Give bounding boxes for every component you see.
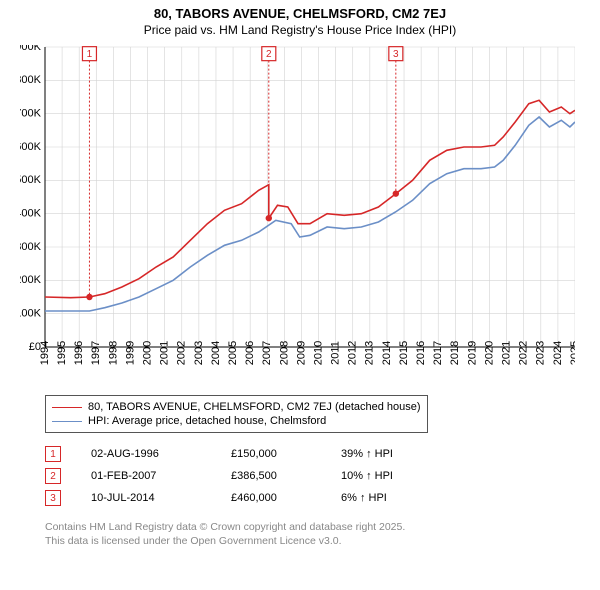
legend-swatch [52, 421, 82, 422]
svg-text:2017: 2017 [432, 341, 444, 365]
sale-marker-number: 1 [50, 449, 56, 460]
svg-text:£900K: £900K [20, 45, 42, 53]
sales-row: 2 01-FEB-2007 £386,500 10% ↑ HPI [45, 465, 600, 487]
svg-text:£300K: £300K [20, 241, 42, 253]
chart-area: £0£100K£200K£300K£400K£500K£600K£700K£80… [45, 45, 575, 385]
attribution-line: This data is licensed under the Open Gov… [45, 535, 600, 549]
legend-label: HPI: Average price, detached house, Chel… [88, 414, 326, 428]
svg-text:£600K: £600K [20, 141, 42, 153]
svg-text:£800K: £800K [20, 74, 42, 86]
svg-text:2013: 2013 [364, 341, 376, 365]
svg-text:2024: 2024 [552, 341, 564, 365]
svg-text:1995: 1995 [56, 341, 68, 365]
svg-text:1999: 1999 [124, 341, 136, 365]
svg-text:£100K: £100K [20, 308, 42, 320]
sale-marker-number: 3 [50, 493, 56, 504]
svg-text:£400K: £400K [20, 208, 42, 220]
svg-text:£500K: £500K [20, 174, 42, 186]
sale-diff: 6% ↑ HPI [341, 492, 451, 504]
sale-marker-icon: 2 [45, 468, 61, 484]
svg-text:2012: 2012 [347, 341, 359, 365]
svg-text:2009: 2009 [295, 341, 307, 365]
svg-text:2005: 2005 [227, 341, 239, 365]
svg-text:2007: 2007 [261, 341, 273, 365]
svg-text:2020: 2020 [483, 341, 495, 365]
svg-text:2002: 2002 [176, 341, 188, 365]
svg-text:1998: 1998 [107, 341, 119, 365]
sales-row: 1 02-AUG-1996 £150,000 39% ↑ HPI [45, 443, 600, 465]
sale-marker-icon: 3 [45, 490, 61, 506]
sale-price: £460,000 [231, 492, 341, 504]
sale-price: £150,000 [231, 448, 341, 460]
sale-diff: 10% ↑ HPI [341, 470, 451, 482]
svg-text:2023: 2023 [535, 341, 547, 365]
svg-text:2015: 2015 [398, 341, 410, 365]
svg-text:2004: 2004 [210, 341, 222, 365]
sale-marker-number: 2 [50, 471, 56, 482]
sales-row: 3 10-JUL-2014 £460,000 6% ↑ HPI [45, 487, 600, 509]
svg-text:2021: 2021 [501, 341, 513, 365]
svg-text:1: 1 [87, 49, 93, 60]
sale-price: £386,500 [231, 470, 341, 482]
legend-item-price-paid: 80, TABORS AVENUE, CHELMSFORD, CM2 7EJ (… [52, 400, 421, 414]
svg-text:1997: 1997 [90, 341, 102, 365]
sale-date: 02-AUG-1996 [91, 448, 231, 460]
attribution-line: Contains HM Land Registry data © Crown c… [45, 521, 600, 535]
svg-text:2019: 2019 [466, 341, 478, 365]
svg-text:2003: 2003 [193, 341, 205, 365]
sales-table: 1 02-AUG-1996 £150,000 39% ↑ HPI 2 01-FE… [45, 443, 600, 509]
legend-swatch [52, 407, 82, 408]
svg-text:1996: 1996 [73, 341, 85, 365]
svg-text:2016: 2016 [415, 341, 427, 365]
legend-item-hpi: HPI: Average price, detached house, Chel… [52, 414, 421, 428]
svg-text:2025: 2025 [569, 341, 575, 365]
sale-diff: 39% ↑ HPI [341, 448, 451, 460]
sale-date: 10-JUL-2014 [91, 492, 231, 504]
svg-text:£200K: £200K [20, 274, 42, 286]
sale-date: 01-FEB-2007 [91, 470, 231, 482]
svg-text:2006: 2006 [244, 341, 256, 365]
svg-text:2: 2 [266, 49, 272, 60]
chart-subtitle: Price paid vs. HM Land Registry's House … [0, 23, 600, 37]
chart-svg: £0£100K£200K£300K£400K£500K£600K£700K£80… [20, 45, 575, 385]
svg-text:£700K: £700K [20, 108, 42, 120]
svg-text:2018: 2018 [449, 341, 461, 365]
attribution: Contains HM Land Registry data © Crown c… [45, 521, 600, 548]
svg-text:2014: 2014 [381, 341, 393, 365]
chart-title: 80, TABORS AVENUE, CHELMSFORD, CM2 7EJ [0, 6, 600, 21]
legend-label: 80, TABORS AVENUE, CHELMSFORD, CM2 7EJ (… [88, 400, 421, 414]
svg-text:3: 3 [393, 49, 399, 60]
svg-text:2010: 2010 [312, 341, 324, 365]
sale-marker-icon: 1 [45, 446, 61, 462]
svg-text:2001: 2001 [159, 341, 171, 365]
svg-text:2000: 2000 [141, 341, 153, 365]
legend: 80, TABORS AVENUE, CHELMSFORD, CM2 7EJ (… [45, 395, 428, 433]
svg-text:2008: 2008 [278, 341, 290, 365]
svg-text:2022: 2022 [518, 341, 530, 365]
svg-text:2011: 2011 [330, 341, 342, 365]
